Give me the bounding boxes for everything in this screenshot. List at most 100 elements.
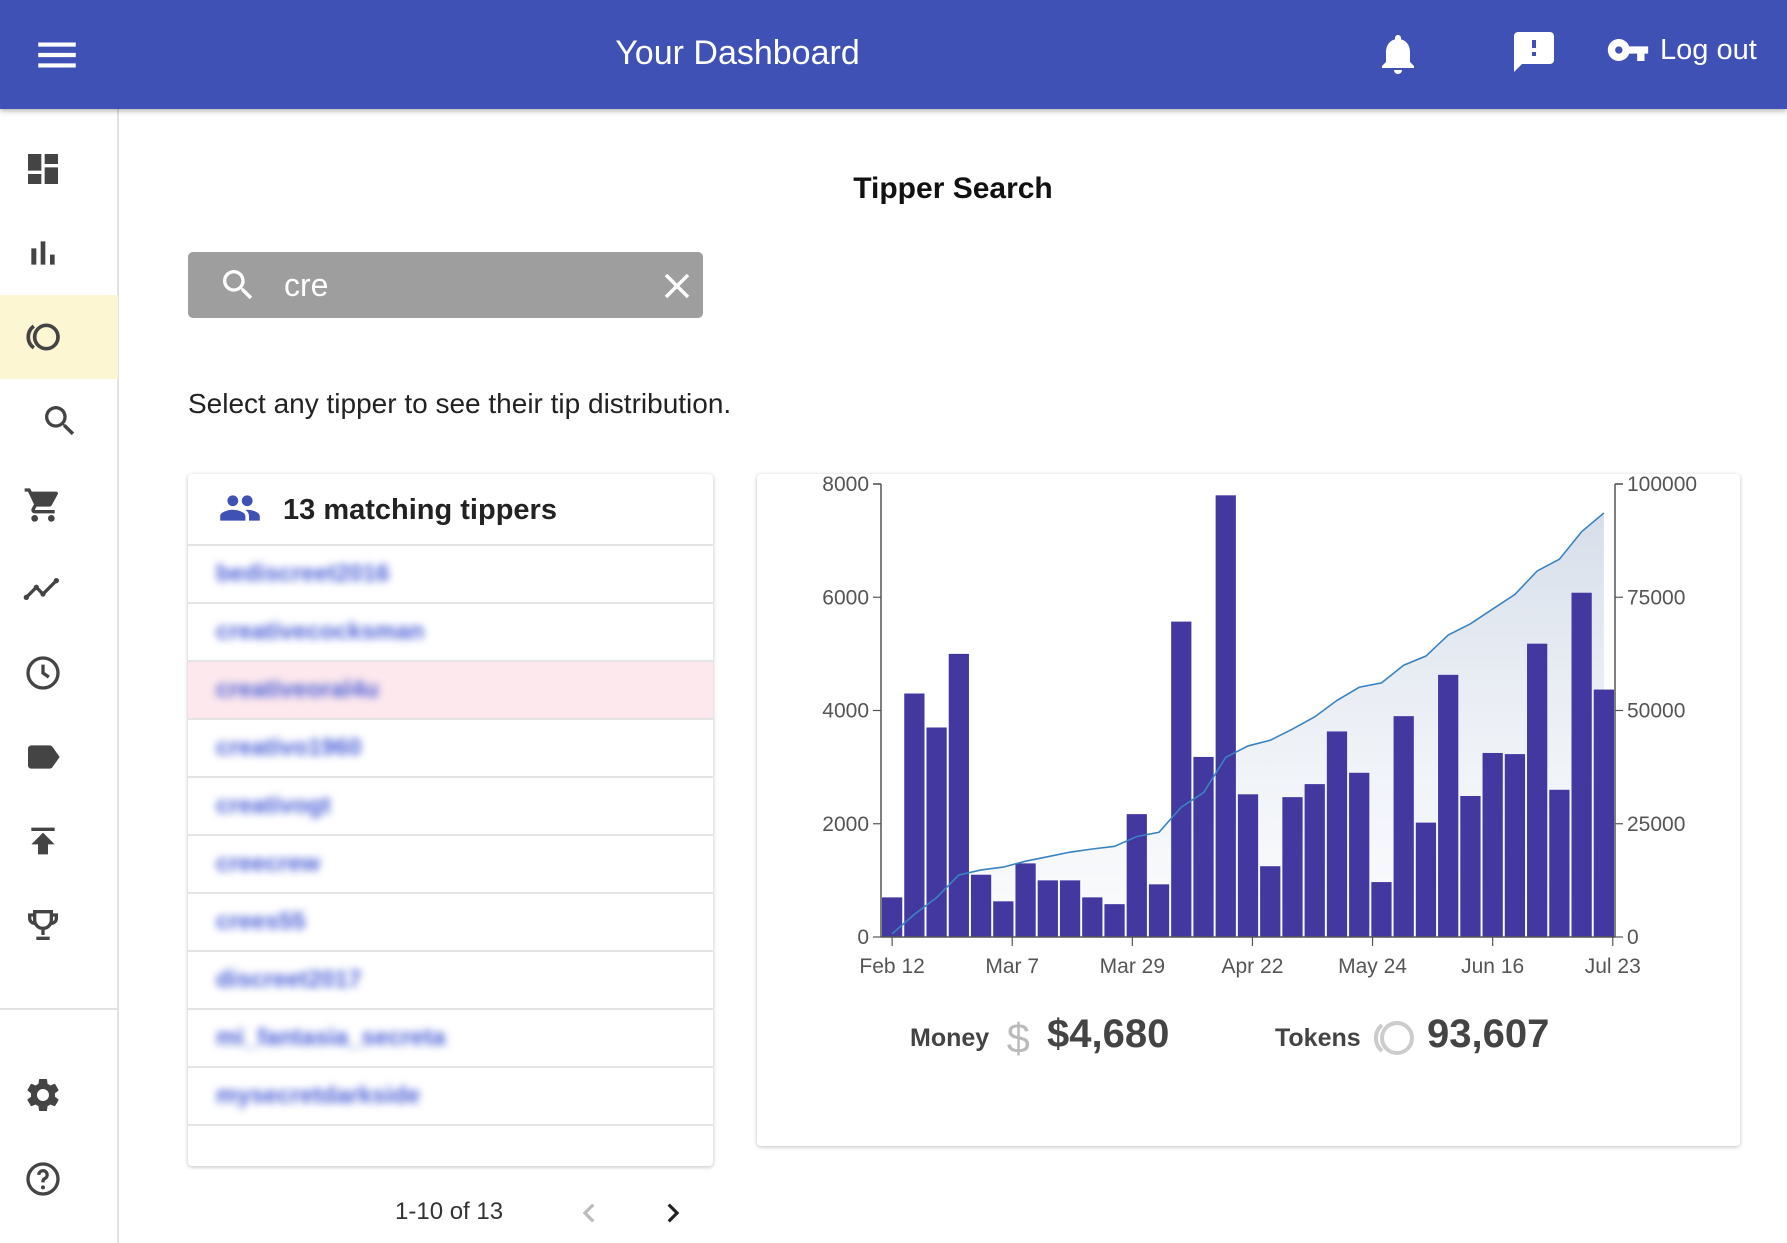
left-tick-label: 8000	[822, 474, 869, 496]
tipper-row[interactable]: crees55	[188, 894, 713, 952]
sidebar-item-stats[interactable]	[0, 211, 118, 295]
chart-card: 0 2000 4000 6000 8000 0 25000 50000 75000 100000 F…	[757, 474, 1740, 1146]
x-tick-label: Jul 23	[1585, 955, 1641, 978]
feedback-icon	[1514, 32, 1554, 72]
pagination: 1-10 of 13	[188, 1190, 713, 1236]
right-tick-label: 0	[1627, 926, 1639, 949]
tipper-name: creativeoral4u	[216, 676, 379, 703]
x-tick-label: Mar 29	[1100, 955, 1165, 978]
tipper-name: mysecretdarkside	[216, 1082, 421, 1109]
chart-bar	[993, 901, 1014, 937]
people-icon	[220, 495, 260, 521]
chart-bar	[1571, 592, 1592, 937]
tipper-row[interactable]: discreet2017	[188, 952, 713, 1010]
chart-bar	[1260, 866, 1281, 937]
chart-bar	[1126, 814, 1147, 937]
dashboard-icon	[28, 154, 58, 184]
notifications-button[interactable]	[1374, 30, 1422, 78]
chart-bar	[1015, 863, 1036, 937]
sidebar-item-shop[interactable]	[0, 463, 118, 547]
left-tick-label: 2000	[822, 813, 869, 836]
bar-chart-icon	[31, 241, 55, 265]
tokens-value: 93,607	[1427, 1012, 1550, 1056]
cumulative-line	[891, 512, 1605, 935]
clear-search-button[interactable]	[656, 265, 698, 307]
chart-bar	[1082, 897, 1103, 937]
chart-bar	[1148, 884, 1170, 937]
sidebar-item-trends[interactable]	[0, 547, 118, 631]
chart-bar	[1193, 756, 1214, 937]
prev-page-button[interactable]	[570, 1194, 608, 1232]
tokens-icon	[26, 323, 60, 351]
chart-bar	[1171, 621, 1192, 937]
chart-bar	[1326, 731, 1348, 937]
sidebar-item-help[interactable]	[0, 1137, 118, 1221]
logout-button[interactable]: Log out	[1606, 26, 1757, 74]
chart-bar	[1059, 880, 1081, 937]
tipper-row[interactable]: mi_fantasia_secreta	[188, 1010, 713, 1068]
tipper-row[interactable]: creativogt	[188, 778, 713, 836]
tip-distribution-chart: 0 2000 4000 6000 8000 0 25000 50000 75000 100000 F…	[822, 474, 1697, 978]
chart-bar	[1593, 689, 1614, 937]
search-bar	[188, 252, 703, 318]
tipper-row[interactable]: creecrew	[188, 836, 713, 894]
sidebar-item-tippers[interactable]	[0, 295, 118, 379]
instructions-text: Select any tipper to see their tip distr…	[188, 388, 732, 419]
tippers-count: 13 matching tippers	[283, 494, 557, 526]
settings-icon	[27, 1079, 59, 1111]
feedback-button[interactable]	[1508, 28, 1560, 76]
tipper-row[interactable]: creativecocksman	[188, 604, 713, 662]
chart-bar	[1237, 794, 1259, 937]
tipper-name: bediscreet2016	[216, 560, 390, 587]
chart-bar	[948, 653, 969, 937]
x-tick-label: Mar 7	[985, 955, 1039, 978]
sidebar-item-settings[interactable]	[0, 1053, 118, 1137]
next-page-button[interactable]	[654, 1194, 692, 1232]
tipper-name: creativecocksman	[216, 618, 425, 645]
sidebar-item-dashboard[interactable]	[0, 127, 118, 211]
chart-bar	[1549, 789, 1570, 937]
menu-icon	[38, 42, 76, 68]
help-icon	[26, 1162, 60, 1196]
sidebar-item-labels[interactable]	[0, 715, 118, 799]
chart-bar	[1504, 754, 1526, 937]
chart-bar	[882, 897, 903, 937]
sidebar-item-top[interactable]	[0, 799, 118, 883]
chart-bar	[1415, 822, 1437, 937]
left-tick-label: 4000	[822, 700, 869, 723]
cart-icon	[24, 488, 59, 522]
x-tick-label: Jun 16	[1461, 955, 1524, 978]
chart-bar	[1349, 772, 1370, 937]
close-icon	[664, 273, 690, 299]
tipper-name: crees55	[216, 908, 306, 935]
tipper-row[interactable]: mysecretdarkside	[188, 1068, 713, 1126]
sidebar-item-leaderboard[interactable]	[0, 883, 118, 967]
search-icon	[45, 406, 75, 436]
chart-bar	[1438, 674, 1459, 937]
trophy-icon	[28, 910, 58, 940]
tipper-name: mi_fantasia_secreta	[216, 1024, 446, 1051]
tipper-row[interactable]: bediscreet2016	[188, 546, 713, 604]
left-tick-label: 0	[857, 926, 869, 949]
key-icon	[1607, 39, 1649, 61]
menu-button[interactable]	[30, 30, 84, 80]
app-bar: Your Dashboard Log out	[0, 0, 1787, 109]
money-value: $4,680	[1047, 1012, 1170, 1056]
dollar-icon: $	[1007, 1016, 1030, 1060]
totals-row: Money $ $4,680 Tokens 93,607	[757, 1004, 1740, 1074]
chart-bar	[1282, 797, 1303, 937]
sidebar-item-search[interactable]	[0, 379, 118, 463]
chevron-right-icon	[667, 1203, 680, 1223]
clock-icon	[26, 656, 60, 690]
money-label: Money	[910, 1024, 990, 1052]
search-input[interactable]	[284, 262, 624, 308]
svg-text:$: $	[1007, 1016, 1030, 1060]
sidebar-item-history[interactable]	[0, 631, 118, 715]
chart-bar	[1215, 495, 1236, 937]
tipper-row-selected[interactable]: creativeoral4u	[188, 662, 713, 720]
tipper-row[interactable]: creativo1960	[188, 720, 713, 778]
x-tick-label: Feb 12	[859, 955, 924, 978]
page-title: Tipper Search	[853, 172, 1053, 205]
chart-bar	[1371, 882, 1392, 937]
bell-icon	[1382, 35, 1414, 74]
